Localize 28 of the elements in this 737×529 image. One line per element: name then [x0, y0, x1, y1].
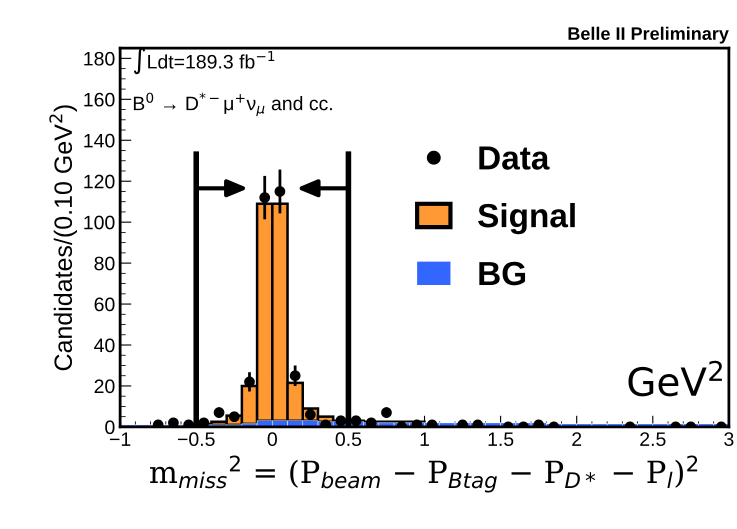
y-tick-label: 40 [94, 338, 115, 352]
y-axis-title: Candidates/(0.10 GeV$^{2}$) [49, 105, 78, 370]
annotation: ∫Ldt=189.3 fb$^{−1}$ [134, 48, 274, 74]
y-tick-label: 20 [94, 379, 115, 394]
x-tick-label: 3 [724, 432, 734, 446]
y-tick-label: 180 [84, 52, 115, 66]
chart-title: Belle II Preliminary [568, 26, 729, 44]
y-tick-label: 160 [84, 92, 115, 107]
y-tick-label: 0 [105, 420, 115, 434]
y-tick-label: 140 [84, 134, 115, 148]
x-tick-label: −1 [110, 432, 130, 446]
legend-label: BG [479, 262, 526, 286]
x-tick-label: 2 [572, 432, 582, 446]
text: B$^{0}$ → D$^{*−}$μ$^{+}$ν$_{μ}$ and cc. [134, 92, 332, 116]
y-tick-label: 100 [84, 216, 115, 230]
text: m$_{miss}$$^{2}$ = (P$_{beam}$ − P$_{Btag}$ − P$_{D*}$ − P$_{l}$)$^{2}$ [150, 455, 698, 492]
x-tick-label: 1 [420, 432, 429, 446]
y-tick-label: 120 [84, 174, 115, 188]
y-tick-label: 60 [94, 298, 115, 312]
x-tick-label: 2.5 [640, 432, 666, 446]
annotation: GeV$^{2}$ [628, 360, 722, 396]
y-tick-label: 80 [94, 256, 115, 270]
legend-label: Data [479, 146, 550, 170]
legend-label: Signal [478, 202, 575, 234]
x-tick-label: 0 [268, 432, 277, 446]
x-tick-label: −0.5 [178, 432, 215, 446]
x-tick-label: 0.5 [336, 432, 362, 446]
x-tick-label: 1.5 [488, 432, 514, 446]
